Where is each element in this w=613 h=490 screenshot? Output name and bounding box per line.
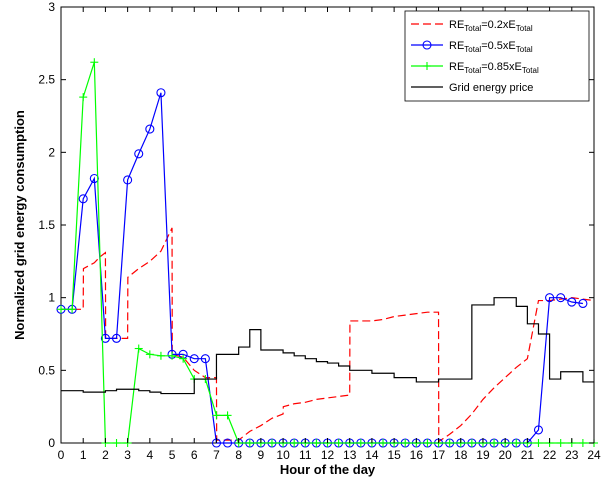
- x-tick-label: 18: [454, 448, 468, 462]
- data-point: [445, 439, 454, 447]
- data-point: [189, 354, 199, 364]
- series-4: [61, 297, 594, 395]
- data-point: [267, 439, 276, 447]
- y-axis: 0 0.5 1 1.5 2 2.5 3: [38, 0, 594, 450]
- legend-box: [404, 10, 590, 102]
- data-point: [100, 333, 110, 343]
- y-tick-label: 3: [48, 0, 55, 14]
- legend-label: RETotal=0.5xETotal: [449, 40, 533, 54]
- data-point: [467, 439, 476, 447]
- x-tick-label: 6: [191, 448, 198, 462]
- x-tick-label: 11: [299, 448, 312, 462]
- data-point: [168, 351, 177, 360]
- data-point: [156, 351, 165, 360]
- data-point: [512, 439, 521, 447]
- x-tick-label: 3: [124, 448, 131, 462]
- legend-entry: RETotal=0.2xETotal: [411, 19, 533, 33]
- y-axis-label: Normalized grid energy consumption: [12, 110, 27, 340]
- data-point: [89, 173, 99, 184]
- series-line: [61, 227, 595, 443]
- x-tick-label: 24: [587, 448, 601, 462]
- data-point: [556, 439, 565, 447]
- data-point: [567, 297, 577, 307]
- y-tick-label: 1.5: [38, 218, 55, 232]
- x-tick-label: 9: [258, 448, 265, 462]
- data-point: [556, 293, 566, 303]
- y-tick-label: 2.5: [38, 73, 55, 87]
- x-tick-label: 22: [543, 448, 557, 462]
- x-tick-label: 15: [387, 448, 401, 462]
- data-point: [78, 194, 88, 204]
- x-tick-label: 14: [365, 448, 379, 462]
- x-tick-label: 4: [146, 448, 153, 462]
- data-point: [312, 439, 321, 447]
- data-point: [79, 93, 88, 102]
- legend-entry: RETotal=0.85xETotal: [411, 61, 539, 75]
- data-point: [200, 354, 210, 364]
- data-point: [334, 439, 343, 447]
- x-tick-label: 0: [58, 448, 65, 462]
- x-tick-label: 10: [276, 448, 290, 462]
- data-point: [356, 439, 365, 447]
- data-point: [578, 298, 588, 309]
- x-tick-label: 2: [102, 448, 109, 462]
- series-line: [61, 297, 594, 395]
- data-point: [145, 350, 154, 359]
- x-tick-label: 23: [565, 448, 579, 462]
- x-axis-label: Hour of the day: [280, 462, 376, 477]
- data-point: [534, 439, 543, 447]
- data-point: [68, 305, 77, 314]
- x-tick-label: 1: [80, 448, 87, 462]
- legend: RETotal=0.2xETotal RETotal=0.5xETotal RETo…: [404, 10, 590, 102]
- data-point: [290, 439, 299, 447]
- data-point: [578, 439, 587, 447]
- x-tick-label: 16: [410, 448, 424, 462]
- data-point: [134, 344, 143, 353]
- y-tick-label: 2: [48, 145, 55, 159]
- legend-label: RETotal=0.2xETotal: [449, 19, 533, 33]
- x-tick-label: 5: [169, 448, 176, 462]
- data-point: [134, 149, 144, 159]
- data-point: [111, 333, 122, 343]
- data-point: [179, 354, 188, 363]
- series-1: [61, 227, 595, 443]
- legend-entry: RETotal=0.5xETotal: [411, 40, 533, 54]
- legend-entry: Grid energy price: [411, 82, 533, 94]
- x-tick-label: 7: [213, 448, 220, 462]
- x-tick-label: 17: [432, 448, 446, 462]
- x-tick-label: 13: [343, 448, 357, 462]
- y-tick-label: 0: [48, 436, 55, 450]
- x-axis: 0 1 2 3 4 5 6 7 8 9 10 11 12 13 14 15 16 17 18 19 20 21 22 23 24: [58, 7, 601, 462]
- data-point: [112, 439, 121, 447]
- y-tick-label: 0.5: [38, 363, 55, 377]
- x-tick-label: 8: [235, 448, 242, 462]
- data-point: [545, 293, 555, 303]
- data-point: [123, 175, 133, 185]
- data-point: [57, 305, 65, 314]
- data-point: [156, 88, 166, 98]
- data-point: [223, 411, 232, 420]
- data-point: [145, 124, 155, 134]
- x-tick-label: 12: [321, 448, 335, 462]
- legend-label: RETotal=0.85xETotal: [449, 61, 539, 75]
- y-tick-label: 1: [48, 291, 55, 305]
- data-point: [223, 438, 233, 448]
- data-point: [245, 439, 254, 447]
- data-point: [379, 439, 388, 447]
- data-point: [90, 58, 99, 67]
- data-point: [212, 411, 221, 420]
- x-tick-label: 21: [521, 448, 535, 462]
- x-tick-label: 20: [498, 448, 512, 462]
- data-point: [423, 439, 432, 447]
- data-point: [533, 425, 544, 435]
- legend-label: Grid energy price: [449, 82, 533, 94]
- data-point: [490, 439, 499, 447]
- x-tick-label: 19: [476, 448, 490, 462]
- data-point: [401, 439, 410, 447]
